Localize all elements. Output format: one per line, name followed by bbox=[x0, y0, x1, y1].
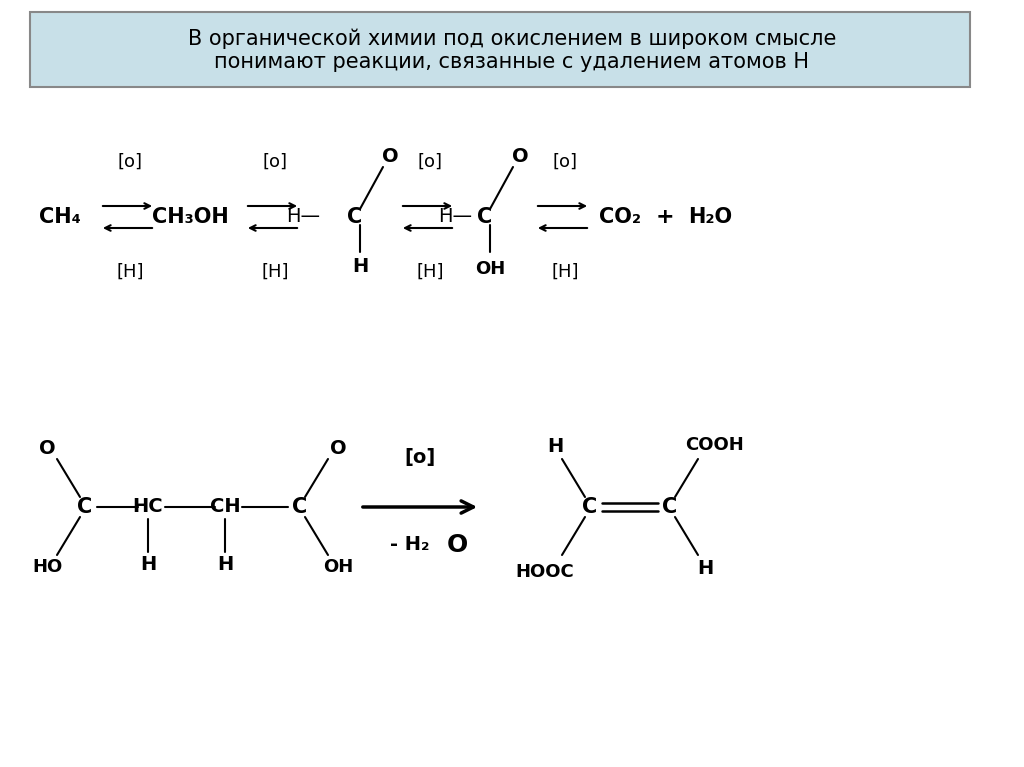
Text: O: O bbox=[330, 439, 346, 459]
Text: CH₃OH: CH₃OH bbox=[152, 207, 228, 227]
Text: H—: H— bbox=[438, 208, 472, 226]
Bar bbox=[30, 12, 970, 87]
Text: В органической химии под окислением в широком смысле
понимают реакции, связанные: В органической химии под окислением в ши… bbox=[187, 28, 837, 72]
Text: C: C bbox=[583, 497, 598, 517]
Text: OH: OH bbox=[475, 260, 505, 278]
Text: H: H bbox=[140, 555, 156, 574]
Text: [o]: [o] bbox=[418, 153, 442, 171]
Text: H: H bbox=[217, 555, 233, 574]
Text: H₂O: H₂O bbox=[688, 207, 732, 227]
Text: CO₂: CO₂ bbox=[599, 207, 641, 227]
Text: [o]: [o] bbox=[553, 153, 578, 171]
Text: [H]: [H] bbox=[117, 263, 143, 281]
Text: +: + bbox=[655, 207, 675, 227]
Text: HC: HC bbox=[133, 498, 163, 516]
Text: C: C bbox=[347, 207, 362, 227]
Text: O: O bbox=[382, 147, 398, 166]
Text: HOOC: HOOC bbox=[516, 563, 574, 581]
Text: - H₂: - H₂ bbox=[390, 535, 429, 555]
Text: O: O bbox=[512, 147, 528, 166]
Text: OH: OH bbox=[323, 558, 353, 576]
Text: [o]: [o] bbox=[262, 153, 288, 171]
Text: C: C bbox=[78, 497, 92, 517]
Text: H: H bbox=[547, 437, 563, 456]
Text: H: H bbox=[697, 559, 713, 578]
Text: H—: H— bbox=[286, 208, 319, 226]
Text: COOH: COOH bbox=[686, 436, 744, 454]
Text: [H]: [H] bbox=[416, 263, 443, 281]
Text: [H]: [H] bbox=[551, 263, 579, 281]
Text: [o]: [o] bbox=[118, 153, 142, 171]
Text: H: H bbox=[352, 258, 368, 276]
Text: [H]: [H] bbox=[261, 263, 289, 281]
Text: C: C bbox=[293, 497, 307, 517]
Text: C: C bbox=[663, 497, 678, 517]
Text: [o]: [o] bbox=[404, 447, 435, 466]
Text: O: O bbox=[447, 533, 468, 557]
Text: CH: CH bbox=[210, 498, 241, 516]
Text: CH₄: CH₄ bbox=[39, 207, 81, 227]
Text: C: C bbox=[477, 207, 493, 227]
Text: O: O bbox=[39, 439, 55, 459]
Text: HO: HO bbox=[32, 558, 62, 576]
